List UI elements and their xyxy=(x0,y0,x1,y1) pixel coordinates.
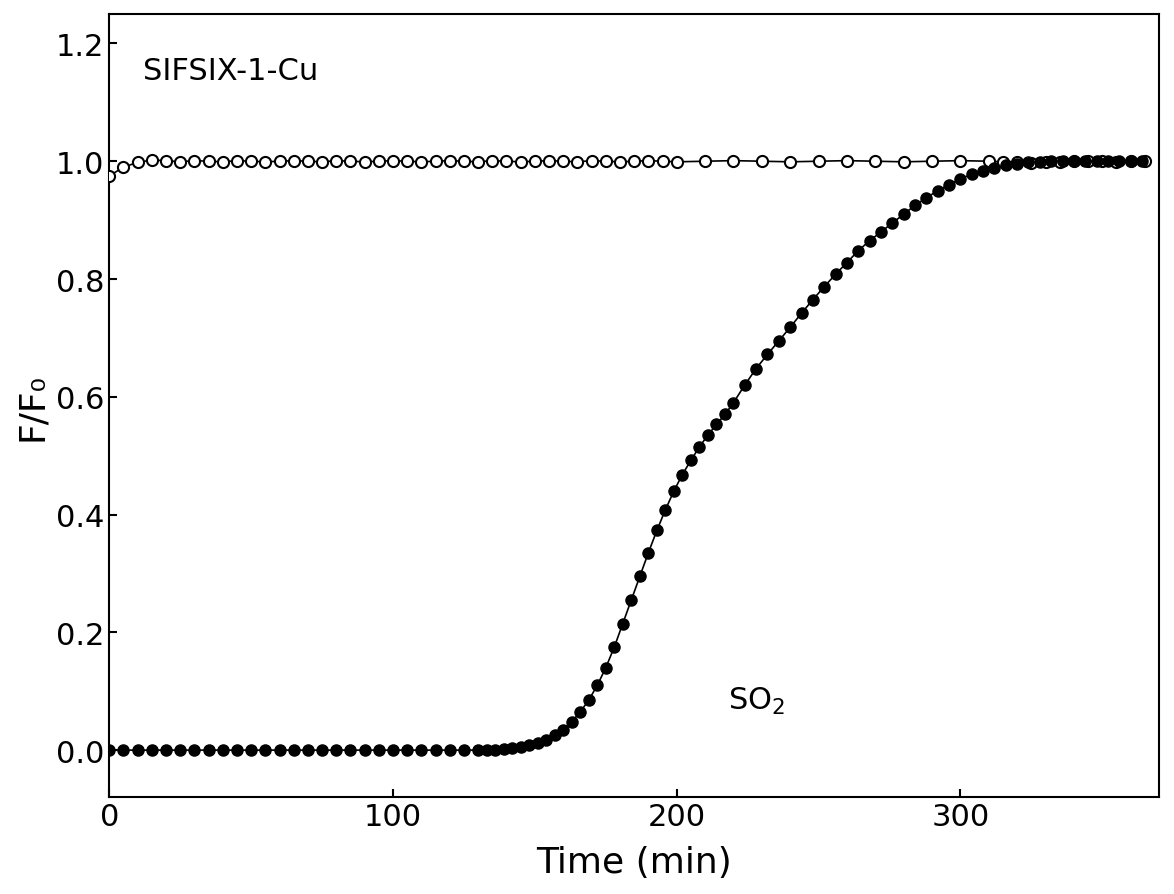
X-axis label: Time (min): Time (min) xyxy=(537,845,733,879)
Text: SIFSIX-1-Cu: SIFSIX-1-Cu xyxy=(143,56,318,86)
Text: SO$_2$: SO$_2$ xyxy=(728,685,785,716)
Y-axis label: F/F₀: F/F₀ xyxy=(15,372,49,440)
